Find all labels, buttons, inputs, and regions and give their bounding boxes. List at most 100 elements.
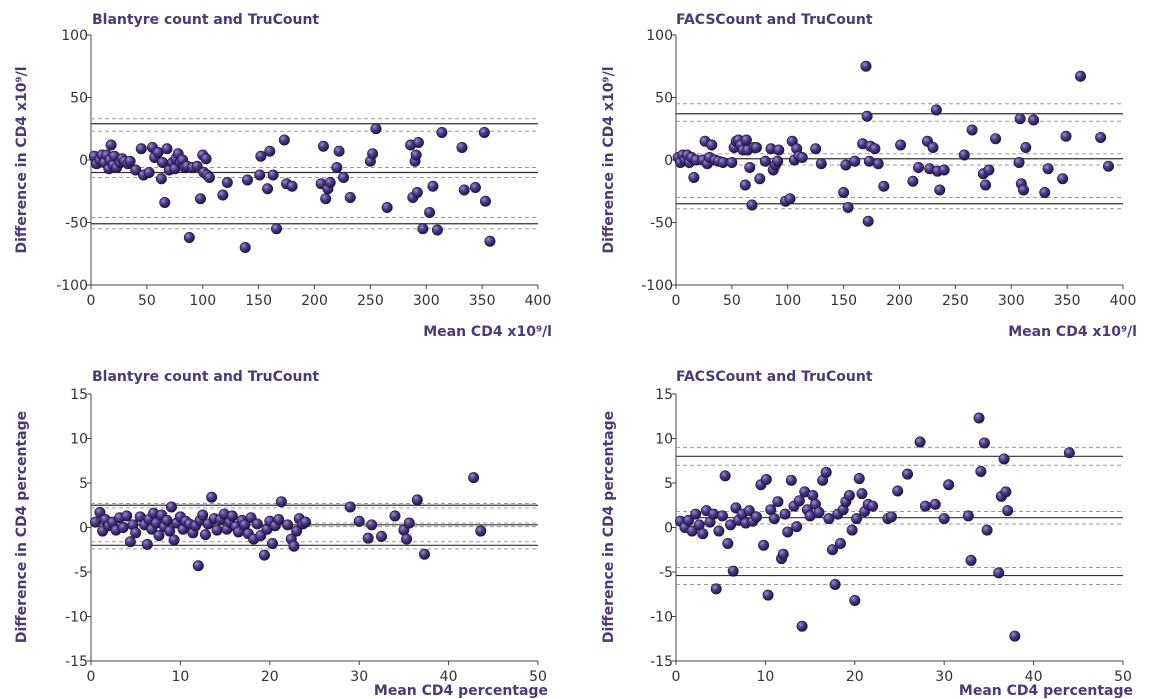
x-tick-label: 50 xyxy=(723,293,741,309)
data-point xyxy=(331,162,343,174)
data-point xyxy=(258,549,270,561)
data-point xyxy=(938,164,950,176)
data-point xyxy=(842,202,854,214)
data-point xyxy=(791,521,803,533)
data-point xyxy=(353,515,365,527)
y-tick-label: 0 xyxy=(79,521,88,537)
data-point xyxy=(849,594,861,606)
data-point xyxy=(690,508,702,520)
data-point xyxy=(200,153,212,165)
data-point xyxy=(1060,130,1072,142)
x-tick-label: 400 xyxy=(1110,293,1137,309)
data-point xyxy=(912,162,924,174)
x-tick-label: 200 xyxy=(301,293,328,309)
data-point xyxy=(785,474,797,486)
data-point xyxy=(143,167,155,179)
data-point xyxy=(892,485,904,497)
data-point xyxy=(89,516,101,528)
data-point xyxy=(254,169,266,181)
y-tick-label: -10 xyxy=(65,610,88,626)
data-point xyxy=(381,202,393,214)
data-point xyxy=(141,538,153,550)
data-point xyxy=(914,436,926,448)
data-point xyxy=(869,143,881,155)
panel-title: Blantyre count and TruCount xyxy=(92,369,319,385)
data-point xyxy=(934,184,946,196)
data-point xyxy=(895,139,907,151)
data-point xyxy=(1018,184,1030,196)
data-point xyxy=(683,514,695,526)
x-tick-label: 0 xyxy=(672,293,681,309)
data-point xyxy=(389,510,401,522)
x-tick-label: 50 xyxy=(529,669,547,685)
data-point xyxy=(719,470,731,482)
x-tick-label: 250 xyxy=(357,293,384,309)
data-point xyxy=(221,177,233,189)
data-point xyxy=(362,532,374,544)
data-point xyxy=(475,525,487,537)
data-point xyxy=(1009,630,1021,642)
data-point xyxy=(197,509,209,521)
panel-title: Blantyre count and TruCount xyxy=(92,12,319,28)
panel-title: FACSCount and TruCount xyxy=(676,369,873,385)
data-point xyxy=(793,495,805,507)
y-axis-label: Difference in CD4 x10⁹/l xyxy=(601,67,617,254)
data-point xyxy=(708,508,720,520)
data-point xyxy=(183,232,195,244)
x-tick-label: 30 xyxy=(350,669,368,685)
data-point xyxy=(203,172,215,184)
data-point xyxy=(826,544,838,556)
data-point xyxy=(784,193,796,205)
data-point xyxy=(1075,70,1087,82)
data-point xyxy=(759,155,771,167)
data-point xyxy=(958,149,970,161)
data-point xyxy=(251,518,263,530)
x-tick-label: 100 xyxy=(774,293,801,309)
panel-title: FACSCount and TruCount xyxy=(676,12,873,28)
data-point xyxy=(754,173,766,185)
data-point xyxy=(226,510,238,522)
data-point xyxy=(255,150,267,162)
data-point xyxy=(288,540,300,552)
data-point xyxy=(796,152,808,164)
data-point xyxy=(722,538,734,550)
y-tick-label: -15 xyxy=(65,654,88,670)
data-point xyxy=(706,139,718,151)
data-point xyxy=(164,525,176,537)
x-tick-label: 150 xyxy=(245,293,272,309)
y-axis-label: Difference in CD4 percentage xyxy=(601,411,617,643)
data-point xyxy=(930,104,942,116)
data-point xyxy=(278,134,290,146)
y-tick-label: -100 xyxy=(641,278,673,294)
data-point xyxy=(1013,157,1025,169)
y-tick-label: 5 xyxy=(664,476,673,492)
data-point xyxy=(376,530,388,542)
data-point xyxy=(744,162,756,174)
data-point xyxy=(823,513,835,525)
x-tick-label: 10 xyxy=(171,669,189,685)
data-point xyxy=(366,519,378,531)
data-point xyxy=(468,472,480,484)
x-tick-label: 150 xyxy=(830,293,857,309)
data-point xyxy=(403,517,415,529)
data-point xyxy=(275,496,287,508)
y-tick-label: -5 xyxy=(74,565,88,581)
data-point xyxy=(291,525,303,537)
data-point xyxy=(1063,447,1075,459)
data-point xyxy=(773,144,785,156)
data-point xyxy=(161,143,173,155)
data-point xyxy=(1000,486,1012,498)
x-tick-label: 300 xyxy=(998,293,1025,309)
y-tick-label: 50 xyxy=(70,91,88,107)
x-tick-label: 100 xyxy=(189,293,216,309)
data-point xyxy=(973,412,985,424)
data-point xyxy=(431,224,443,236)
data-point xyxy=(264,145,276,157)
data-point xyxy=(436,127,448,139)
data-point xyxy=(155,173,167,185)
panel-1: Blantyre count and TruCount100500-50-100… xyxy=(14,12,552,340)
data-point xyxy=(1042,163,1054,175)
data-point xyxy=(124,536,136,548)
